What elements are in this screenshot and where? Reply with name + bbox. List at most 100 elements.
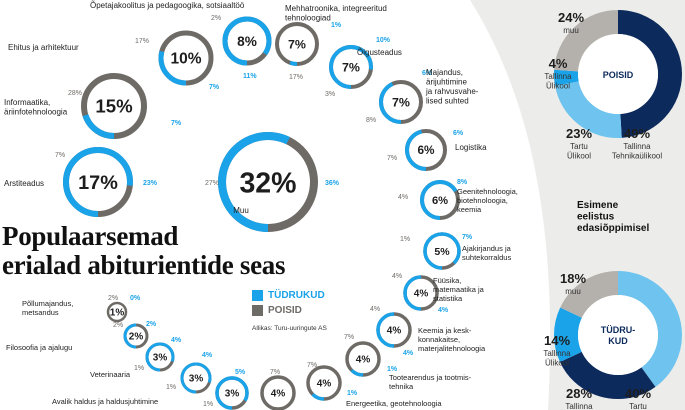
pie-slice bbox=[554, 10, 682, 138]
ring-girls-arc bbox=[405, 129, 447, 171]
ring-name-label: keemia bbox=[457, 205, 482, 214]
ring-girls-arc bbox=[63, 147, 133, 217]
ring-item: 32% 27% 36% Muu bbox=[205, 132, 340, 232]
ring-girls-label: 4% bbox=[403, 350, 414, 357]
preference-pie: 18%muu14%TallinnaÜlikool28%Tallinna40%Ta… bbox=[543, 271, 682, 410]
ring-girls-arc bbox=[379, 80, 423, 124]
ring-name-label: äriinfotehnoloogia bbox=[4, 108, 68, 117]
ring-boys-label: 8% bbox=[366, 117, 376, 124]
ring-girls-arc bbox=[420, 180, 460, 220]
legend-swatch-boys bbox=[252, 305, 263, 316]
ring-girls-arc bbox=[218, 132, 318, 232]
title-line-1: Populaarsemad bbox=[2, 221, 179, 251]
pie-label-name: Tallinna bbox=[543, 349, 571, 358]
pie-slice bbox=[554, 10, 682, 138]
ring-name-label: Ajakirjandus ja bbox=[462, 244, 512, 253]
ring-value: 4% bbox=[317, 379, 332, 390]
ring-name-label: Informaatika, bbox=[4, 98, 50, 107]
ring-boys-label: 1% bbox=[400, 236, 410, 243]
ring-girls-arc bbox=[123, 323, 149, 349]
ring-girls-arc bbox=[145, 342, 175, 372]
ring-item: 17% 7% 23% Arstiteadus bbox=[4, 147, 158, 217]
ring-boys-label: 1% bbox=[166, 384, 176, 391]
pie-slice bbox=[554, 271, 682, 399]
ring-value: 10% bbox=[170, 51, 201, 68]
pie-label-name: Ülikool bbox=[546, 82, 570, 91]
ring-name-label: tehnoloogiad bbox=[285, 14, 331, 23]
ring-name-label: Muu bbox=[233, 206, 249, 215]
ring-item: 4% 7% 1% Energeetika, geotehnoloogia bbox=[306, 362, 442, 408]
ring-name-label: Mehhatroonika, integreeritud bbox=[285, 4, 387, 13]
pie-title: Esimene bbox=[577, 200, 619, 211]
ring-value: 6% bbox=[417, 144, 435, 157]
ring-name-label: Majandus, bbox=[426, 68, 463, 77]
pie-center-label: TÜDRU- bbox=[601, 325, 636, 335]
ring-item: 3% 1% 4% Veterinaaria bbox=[90, 352, 213, 394]
ring-girls-label: 7% bbox=[209, 84, 220, 91]
ring-value: 4% bbox=[414, 289, 429, 300]
ring-name-label: Veterinaaria bbox=[90, 370, 131, 379]
ring-name-label: materjalitehnoloogia bbox=[418, 344, 486, 353]
ring-name-label: Geenitehnoloogia, bbox=[457, 187, 518, 196]
ring-value: 32% bbox=[239, 167, 296, 199]
ring-value: 3% bbox=[153, 353, 168, 364]
ring-girls-label: 7% bbox=[171, 120, 182, 127]
ring-value: 15% bbox=[95, 96, 133, 117]
pie-title: eelistus bbox=[577, 212, 615, 223]
legend-item-girls: TÜDRUKUD bbox=[252, 290, 325, 301]
ring-boys-label: 3% bbox=[325, 91, 335, 98]
ring-girls-arc bbox=[376, 312, 412, 348]
ring-name-label: Ehitus ja arhitektuur bbox=[8, 43, 79, 52]
ring-girls-label: 6% bbox=[422, 70, 433, 77]
ring-girls-label: 4% bbox=[202, 352, 213, 359]
ring-name-label: tehnika bbox=[389, 382, 414, 391]
pie-label-name: Ülikool bbox=[545, 359, 569, 368]
ring-value: 7% bbox=[288, 37, 306, 51]
pie-label-name: muu bbox=[565, 287, 581, 296]
ring-item: 7% 17% 1% Mehhatroonika, integreeritudtehno… bbox=[275, 4, 387, 81]
pie-slice bbox=[554, 271, 682, 399]
ring-boys-label: 2% bbox=[211, 15, 221, 22]
title-line-2: erialad abiturientide seas bbox=[2, 250, 286, 280]
legend: TÜDRUKUD POISID bbox=[252, 290, 325, 320]
ring-name-label: Filosoofia ja ajalugu bbox=[6, 343, 72, 352]
pie-label-name: Tallinna bbox=[544, 72, 572, 81]
ring-boys-label: 4% bbox=[398, 194, 408, 201]
ring-boys-label: 17% bbox=[289, 74, 303, 81]
ring-girls-label: 7% bbox=[462, 234, 473, 241]
ring-name-label: biotehnoloogia, bbox=[457, 196, 508, 205]
ring-item: 4% 7% bbox=[260, 369, 296, 410]
ring-item: 4% 4% 4% Keemia ja kesk-konnakaitse,materja… bbox=[370, 306, 486, 357]
pie-hole bbox=[578, 295, 658, 375]
chart-title: Populaarsemad erialad abiturientide seas bbox=[2, 221, 286, 280]
ring-name-label: konnakaitse, bbox=[418, 335, 460, 344]
ring-boys-arc bbox=[106, 301, 128, 323]
pie-label-name: Tallinna bbox=[565, 402, 593, 410]
ring-name-label: Logistika bbox=[455, 143, 487, 152]
pie-label-name: Ülikool bbox=[567, 152, 591, 161]
ring-boys-label: 7% bbox=[307, 362, 317, 369]
pie-label-value: 28% bbox=[566, 386, 592, 401]
ring-girls-arc bbox=[215, 376, 249, 410]
ring-name-label: lised suhted bbox=[426, 97, 469, 106]
ring-item: 2%2% 2% bbox=[113, 321, 157, 349]
ring-name-label: Keemia ja kesk- bbox=[418, 326, 472, 335]
ring-name-label: Füüsika, bbox=[433, 276, 461, 285]
ring-girls-label: 6% bbox=[453, 130, 464, 137]
ring-boys-label: 17% bbox=[135, 38, 149, 45]
ring-boys-label: 4% bbox=[392, 273, 402, 280]
ring-name-label: Tootearendus ja tootmis- bbox=[389, 373, 472, 382]
ring-item: 7% 3% 10% Õigusteadus bbox=[325, 37, 402, 98]
ring-name-label: Arstiteadus bbox=[4, 179, 44, 188]
ring-girls-arc bbox=[180, 362, 212, 394]
ring-girls-arc bbox=[275, 22, 319, 66]
pie-label-value: 14% bbox=[544, 333, 570, 348]
pie-label-value: 49% bbox=[624, 126, 650, 141]
ring-boys-label: 28% bbox=[68, 90, 82, 97]
pie-label-name: Tehnikaülikool bbox=[612, 152, 662, 161]
legend-swatch-girls bbox=[252, 290, 263, 301]
ring-boys-label: 4% bbox=[370, 306, 380, 313]
ring-boys-label: 1% bbox=[203, 401, 213, 408]
ring-name-label: Õpetajakoolitus ja pedagoogika, sotsiaal… bbox=[90, 1, 245, 10]
